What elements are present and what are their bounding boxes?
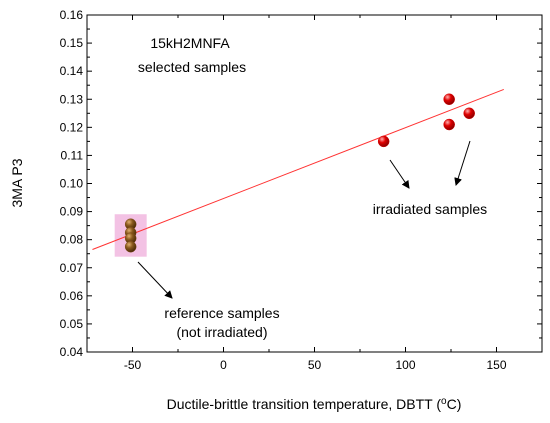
reference-point bbox=[124, 240, 137, 253]
annotation-steel-name: 15kH2MNFA bbox=[150, 35, 230, 51]
arrow-irradiated-right bbox=[454, 140, 471, 186]
y-tick-label: 0.13 bbox=[60, 92, 84, 106]
fit-line-layer bbox=[92, 88, 504, 250]
annotation-selected-samples: selected samples bbox=[138, 59, 246, 75]
annotation-irradiated: irradiated samples bbox=[373, 201, 487, 217]
x-axis-title-main: Ductile-brittle transition temperature, … bbox=[167, 396, 442, 412]
y-tick-label: 0.15 bbox=[60, 36, 84, 50]
x-tick-label: 100 bbox=[395, 358, 415, 372]
x-axis-title-degree: o bbox=[441, 396, 447, 407]
y-tick-label: 0.16 bbox=[60, 8, 84, 22]
irradiated-point bbox=[443, 118, 455, 131]
irradiated-point bbox=[443, 93, 455, 105]
fit-line bbox=[92, 88, 504, 250]
y-tick-label: 0.05 bbox=[60, 317, 84, 331]
x-tick-label: -50 bbox=[124, 358, 142, 372]
y-tick-label: 0.07 bbox=[60, 261, 84, 275]
data-points-layer bbox=[124, 93, 475, 253]
y-tick-label: 0.08 bbox=[60, 233, 84, 247]
irradiated-point bbox=[463, 107, 475, 120]
x-axis-title-unit: C) bbox=[447, 396, 462, 412]
x-tick-label: 150 bbox=[486, 358, 506, 372]
y-tick-label: 0.09 bbox=[60, 205, 84, 219]
y-tick-label: 0.04 bbox=[60, 345, 84, 359]
y-tick-label: 0.06 bbox=[60, 289, 84, 303]
plot-frame bbox=[86, 14, 543, 353]
annotation-reference-line1: reference samples bbox=[164, 305, 279, 321]
y-tick-label: 0.10 bbox=[60, 177, 84, 191]
irradiated-point bbox=[377, 135, 390, 148]
x-axis-title: Ductile-brittle transition temperature, … bbox=[167, 396, 462, 412]
arrow-reference bbox=[137, 261, 173, 299]
y-tick-label: 0.14 bbox=[60, 64, 84, 78]
y-tick-label: 0.12 bbox=[60, 120, 84, 134]
arrow-irradiated-left bbox=[389, 159, 410, 189]
y-axis-title: 3MA P3 bbox=[9, 158, 25, 207]
x-tick-label: 50 bbox=[308, 358, 322, 372]
annotation-reference-line2: (not irradiated) bbox=[176, 324, 267, 340]
x-tick-label: 0 bbox=[220, 358, 227, 372]
y-tick-label: 0.11 bbox=[61, 148, 84, 162]
